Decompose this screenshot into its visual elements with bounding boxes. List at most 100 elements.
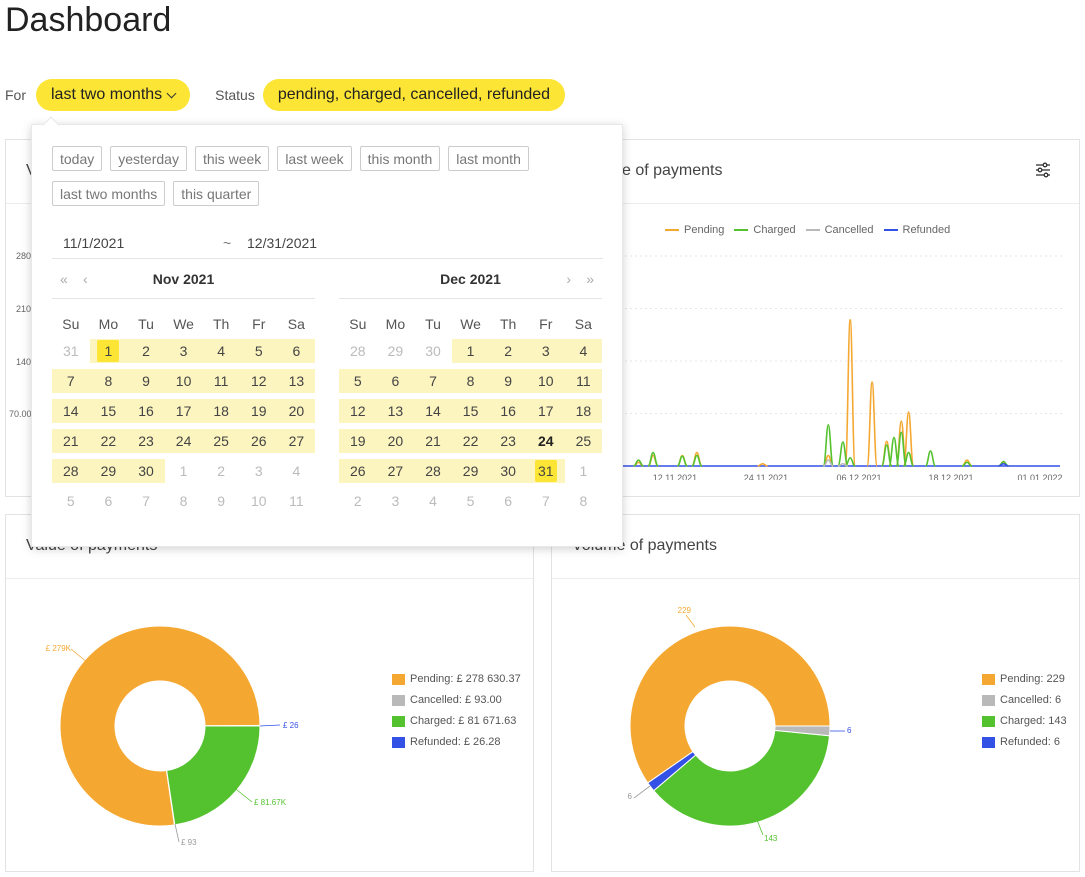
calendar-day[interactable]: 10 [526, 366, 565, 396]
calendar-day[interactable]: 16 [489, 396, 527, 426]
calendar-day[interactable]: 5 [239, 336, 278, 366]
donut-slice-charged[interactable] [653, 729, 831, 827]
legend-item[interactable]: Refunded [883, 224, 950, 236]
preset-today[interactable]: today [52, 146, 103, 171]
legend-item[interactable]: Cancelled: 6 [982, 693, 1067, 707]
calendar-day[interactable]: 1 [89, 336, 128, 366]
calendar-day[interactable]: 29 [451, 456, 490, 486]
calendar-day[interactable]: 12 [239, 366, 278, 396]
calendar-day[interactable]: 3 [526, 336, 565, 366]
calendar-day[interactable]: 27 [277, 426, 316, 456]
calendar-day[interactable]: 12 [339, 396, 377, 426]
calendar-day[interactable]: 1 [579, 463, 588, 479]
calendar-day[interactable]: 28 [350, 343, 366, 359]
calendar-day[interactable]: 30 [425, 343, 441, 359]
donut-slice-pending[interactable] [59, 625, 261, 827]
calendar-day[interactable]: 20 [376, 426, 415, 456]
calendar-day[interactable]: 26 [339, 456, 377, 486]
calendar-day[interactable]: 5 [466, 493, 475, 509]
calendar-day[interactable]: 19 [339, 426, 377, 456]
calendar-day[interactable]: 31 [526, 456, 565, 486]
calendar-day[interactable]: 7 [414, 366, 452, 396]
calendar-day[interactable]: 2 [127, 336, 165, 366]
calendar-day[interactable]: 9 [489, 366, 527, 396]
calendar-day[interactable]: 28 [52, 456, 90, 486]
calendar-day[interactable]: 6 [277, 336, 316, 366]
calendar-day[interactable]: 5 [339, 366, 377, 396]
calendar-day[interactable]: 6 [504, 493, 513, 509]
calendar-day[interactable]: 8 [179, 493, 188, 509]
settings-sliders-icon[interactable] [1035, 162, 1051, 178]
calendar-day[interactable]: 17 [164, 396, 203, 426]
period-filter-button[interactable]: last two months [36, 79, 191, 111]
preset-this-month[interactable]: this month [359, 146, 441, 171]
legend-item[interactable]: Refunded: £ 26.28 [392, 735, 521, 749]
calendar-day[interactable]: 22 [451, 426, 490, 456]
calendar-day[interactable]: 2 [217, 463, 226, 479]
calendar-day[interactable]: 6 [104, 493, 113, 509]
legend-item[interactable]: Charged: £ 81 671.63 [392, 714, 521, 728]
next-year-icon[interactable]: » [586, 271, 594, 287]
calendar-day[interactable]: 15 [89, 396, 128, 426]
calendar-day[interactable]: 18 [202, 396, 240, 426]
preset-this-quarter[interactable]: this quarter [173, 181, 260, 206]
legend-item[interactable]: Cancelled [805, 224, 874, 236]
donut-slice-charged[interactable] [166, 725, 261, 826]
calendar-day[interactable]: 29 [89, 456, 128, 486]
calendar-day[interactable]: 5 [66, 493, 75, 509]
calendar-day[interactable]: 27 [376, 456, 415, 486]
calendar-day[interactable]: 23 [489, 426, 527, 456]
calendar-day[interactable]: 4 [202, 336, 240, 366]
calendar-day[interactable]: 10 [250, 493, 267, 509]
calendar-day[interactable]: 31 [63, 343, 79, 359]
calendar-day[interactable]: 4 [564, 336, 603, 366]
calendar-day[interactable]: 8 [579, 493, 588, 509]
calendar-day[interactable]: 20 [277, 396, 316, 426]
legend-item[interactable]: Pending: £ 278 630.37 [392, 672, 521, 686]
calendar-day[interactable]: 1 [451, 336, 490, 366]
calendar-day[interactable]: 11 [289, 493, 304, 509]
calendar-day[interactable]: 23 [127, 426, 165, 456]
calendar-day[interactable]: 3 [391, 493, 400, 509]
status-filter-button[interactable]: pending, charged, cancelled, refunded [262, 79, 566, 111]
prev-month-icon[interactable]: ‹ [83, 271, 88, 287]
calendar-day[interactable]: 17 [526, 396, 565, 426]
donut-slice-cancelled[interactable] [774, 725, 831, 737]
calendar-day[interactable]: 18 [564, 396, 603, 426]
calendar-day[interactable]: 24 [164, 426, 203, 456]
preset-last-week[interactable]: last week [277, 146, 352, 171]
range-start-input[interactable]: 11/1/2021 [63, 235, 125, 251]
preset-this-week[interactable]: this week [194, 146, 270, 171]
calendar-day[interactable]: 22 [89, 426, 128, 456]
calendar-day[interactable]: 25 [202, 426, 240, 456]
calendar-day[interactable]: 4 [292, 463, 301, 479]
calendar-day[interactable]: 8 [89, 366, 128, 396]
calendar-day[interactable]: 19 [239, 396, 278, 426]
calendar-day[interactable]: 9 [127, 366, 165, 396]
calendar-day[interactable]: 7 [52, 366, 90, 396]
legend-item[interactable]: Cancelled: £ 93.00 [392, 693, 521, 707]
calendar-day[interactable]: 24 [526, 426, 565, 456]
calendar-day[interactable]: 2 [489, 336, 527, 366]
calendar-day[interactable]: 4 [429, 493, 437, 509]
calendar-day[interactable]: 14 [414, 396, 452, 426]
calendar-day[interactable]: 14 [52, 396, 90, 426]
calendar-day[interactable]: 13 [277, 366, 316, 396]
calendar-day[interactable]: 26 [239, 426, 278, 456]
calendar-day[interactable]: 16 [127, 396, 165, 426]
calendar-day[interactable]: 25 [564, 426, 603, 456]
calendar-day[interactable]: 30 [127, 456, 165, 486]
calendar-day[interactable]: 30 [489, 456, 527, 486]
calendar-day[interactable]: 1 [179, 463, 188, 479]
calendar-day[interactable]: 13 [376, 396, 415, 426]
calendar-day[interactable]: 29 [387, 343, 404, 359]
donut-slice-cancelled[interactable] [204, 724, 261, 727]
legend-item[interactable]: Charged [734, 224, 796, 236]
next-month-icon[interactable]: › [566, 271, 571, 287]
legend-item[interactable]: Refunded: 6 [982, 735, 1067, 749]
preset-yesterday[interactable]: yesterday [110, 146, 187, 171]
calendar-day[interactable]: 10 [164, 366, 203, 396]
calendar-day[interactable]: 3 [254, 463, 263, 479]
calendar-day[interactable]: 11 [564, 366, 603, 396]
calendar-day[interactable]: 21 [414, 426, 452, 456]
